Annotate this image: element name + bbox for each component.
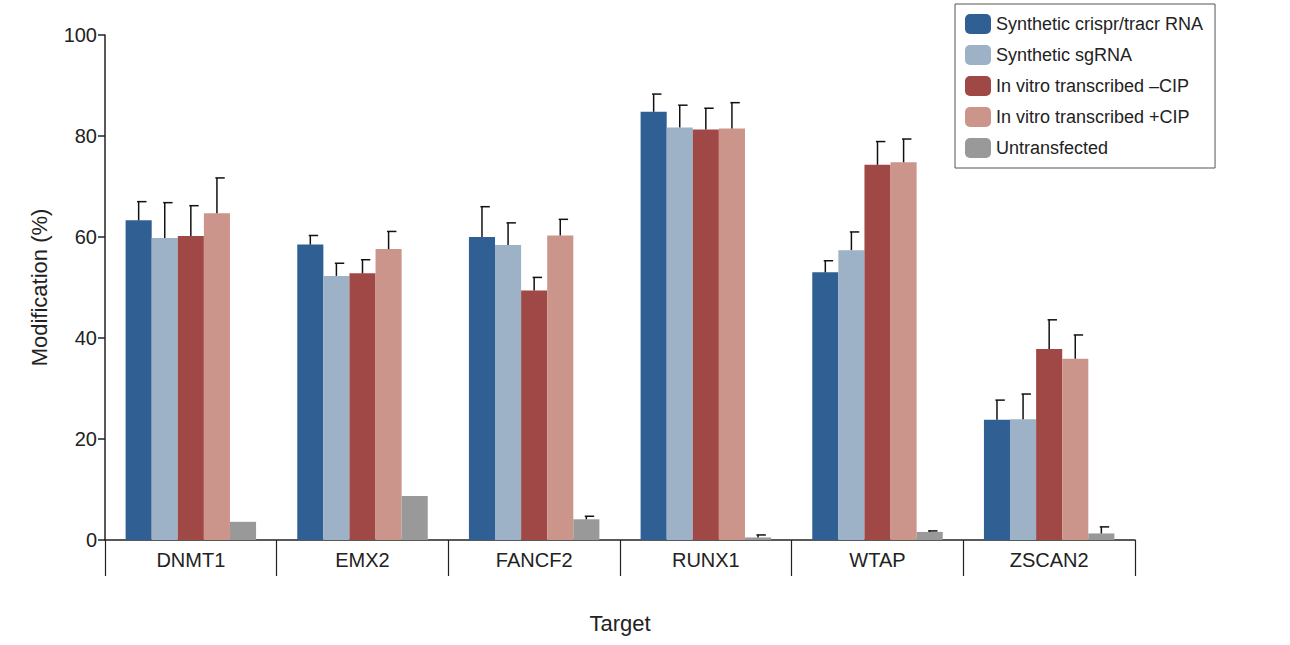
svg-text:FANCF2: FANCF2 bbox=[496, 549, 573, 571]
svg-text:Untransfected: Untransfected bbox=[996, 138, 1108, 158]
svg-text:EMX2: EMX2 bbox=[335, 549, 389, 571]
svg-text:40: 40 bbox=[75, 327, 97, 349]
svg-text:In vitro transcribed –CIP: In vitro transcribed –CIP bbox=[996, 76, 1189, 96]
svg-text:20: 20 bbox=[75, 428, 97, 450]
svg-text:RUNX1: RUNX1 bbox=[672, 549, 740, 571]
svg-text:ZSCAN2: ZSCAN2 bbox=[1010, 549, 1089, 571]
svg-text:60: 60 bbox=[75, 226, 97, 248]
svg-text:Target: Target bbox=[589, 611, 650, 636]
svg-text:DNMT1: DNMT1 bbox=[156, 549, 225, 571]
svg-text:Synthetic crispr/tracr RNA: Synthetic crispr/tracr RNA bbox=[996, 14, 1203, 34]
svg-text:In vitro transcribed +CIP: In vitro transcribed +CIP bbox=[996, 107, 1190, 127]
svg-text:Synthetic sgRNA: Synthetic sgRNA bbox=[996, 45, 1132, 65]
svg-text:100: 100 bbox=[64, 24, 97, 46]
svg-text:80: 80 bbox=[75, 125, 97, 147]
svg-text:0: 0 bbox=[86, 529, 97, 551]
svg-text:WTAP: WTAP bbox=[849, 549, 905, 571]
svg-text:Modification (%): Modification (%) bbox=[27, 209, 52, 367]
